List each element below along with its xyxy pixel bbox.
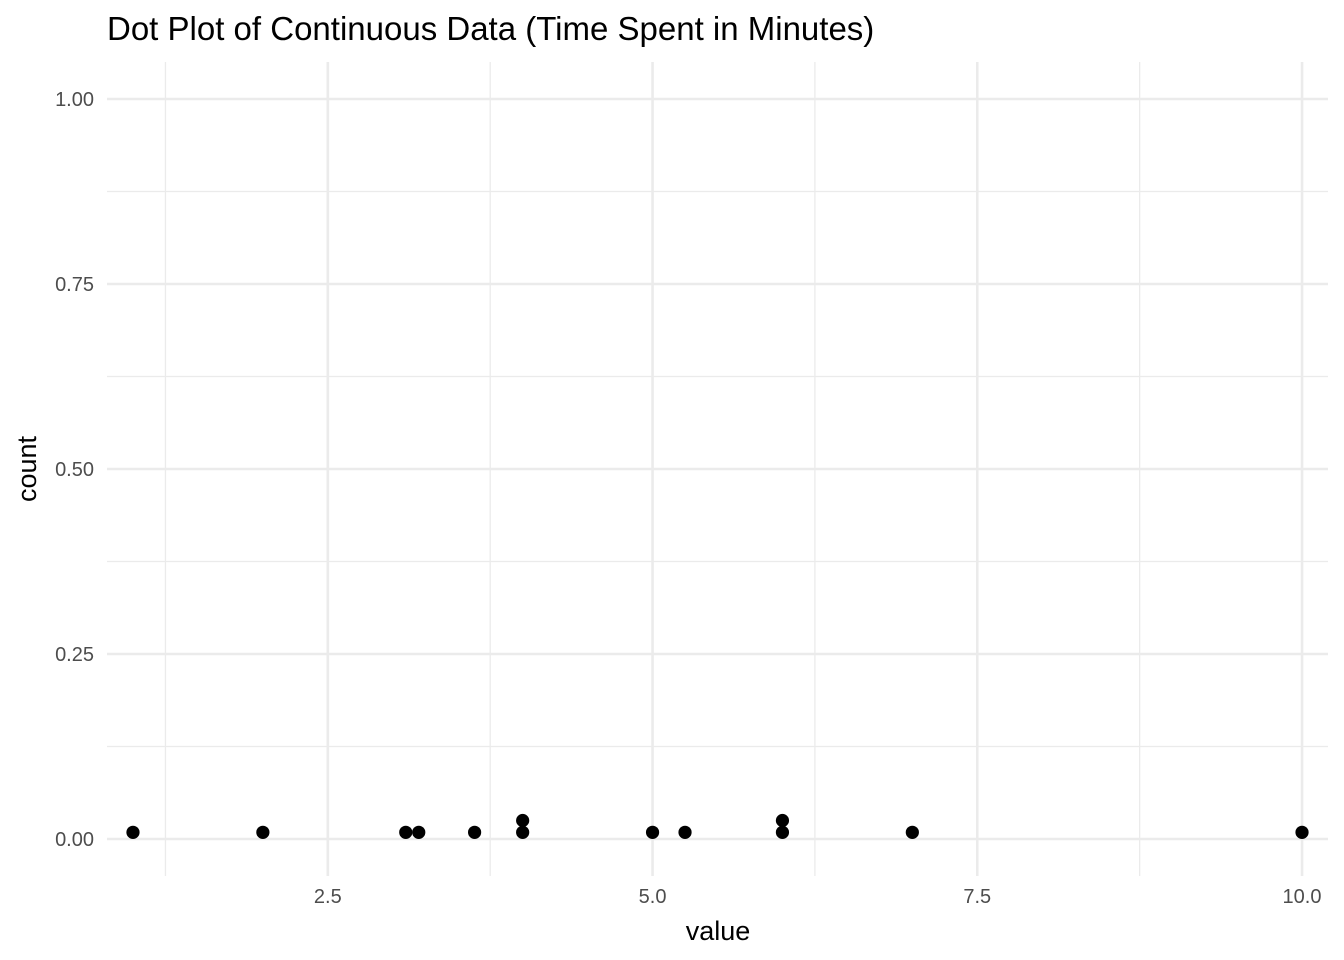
minor-gridlines <box>107 62 1328 876</box>
major-gridlines <box>107 62 1328 876</box>
x-axis-title: value <box>686 916 751 946</box>
x-tick-label-3: 10.0 <box>1283 886 1322 908</box>
x-tick-label-0: 2.5 <box>314 886 342 908</box>
data-point-4 <box>467 825 482 839</box>
x-tick-label-1: 5.0 <box>639 886 667 908</box>
y-tick-label-4: 1.00 <box>55 89 94 111</box>
data-point-9 <box>775 825 790 839</box>
data-point-6 <box>516 813 530 828</box>
y-axis-tick-labels: 0.00 0.25 0.50 0.75 1.00 <box>55 89 94 851</box>
chart-title: Dot Plot of Continuous Data (Time Spent … <box>107 10 874 47</box>
data-point-12 <box>1295 825 1309 839</box>
x-axis-tick-labels: 2.5 5.0 7.5 10.0 <box>314 886 1322 908</box>
data-points <box>126 813 1309 839</box>
data-point-0 <box>126 825 140 839</box>
data-point-3 <box>412 825 426 839</box>
data-point-11 <box>905 825 919 839</box>
data-point-1 <box>256 825 270 839</box>
data-point-2 <box>399 825 413 839</box>
y-tick-label-2: 0.50 <box>55 459 94 481</box>
y-tick-label-0: 0.00 <box>55 829 94 851</box>
data-point-7 <box>645 825 660 839</box>
y-tick-label-3: 0.75 <box>55 274 94 296</box>
x-tick-label-2: 7.5 <box>963 886 991 908</box>
y-tick-label-1: 0.25 <box>55 644 94 666</box>
data-point-5 <box>516 825 530 839</box>
data-point-8 <box>678 825 692 839</box>
data-point-10 <box>775 813 790 828</box>
y-axis-title: count <box>12 435 42 502</box>
